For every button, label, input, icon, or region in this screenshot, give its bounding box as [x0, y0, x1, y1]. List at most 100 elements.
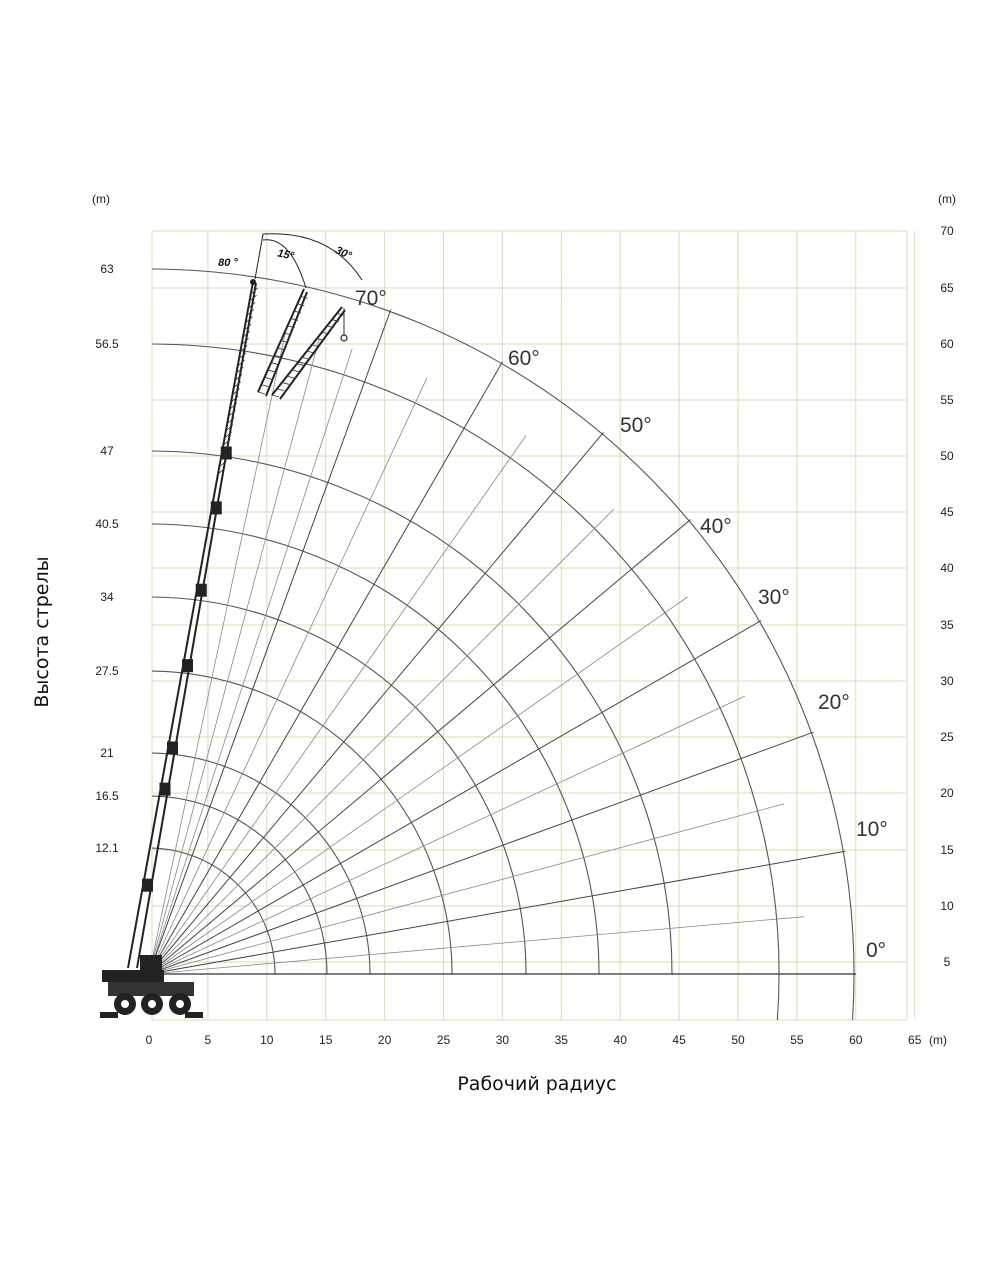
right-axis-label: 35: [940, 618, 954, 632]
jib-30-lattice: [316, 338, 325, 341]
jib-15-lattice: [294, 310, 302, 314]
boom-lattice: [230, 395, 239, 403]
boom-angle-rays: [104, 309, 856, 975]
angle-label-20: 20°: [818, 691, 850, 714]
left-axis-label: 40.5: [95, 517, 119, 531]
jib-15-lattice: [257, 391, 266, 395]
angle-ray-minor: [148, 435, 527, 975]
jib-15-lattice: [277, 347, 285, 351]
right-axis-label: 10: [940, 899, 954, 913]
jib-15-lattice: [274, 354, 282, 358]
boom-lattice: [220, 453, 228, 460]
crane-outrigger: [185, 1012, 203, 1018]
left-axis-label: 63: [100, 262, 114, 276]
jib-15-lattice: [287, 325, 295, 329]
boom-joint: [220, 446, 232, 460]
boom-joint: [159, 782, 171, 796]
boom-arc-56.5: [151, 343, 780, 1021]
angle-ray-minor: [148, 695, 746, 975]
left-axis-label: 12.1: [95, 841, 119, 855]
crane-truck-icon: [100, 955, 203, 1018]
boom-joint: [142, 878, 153, 892]
crane-boom: [127, 279, 259, 969]
jib-15-lattice: [264, 376, 272, 380]
angle-ray-minor: [148, 330, 287, 975]
boom-lattice: [221, 446, 230, 453]
boom-lattice: [217, 467, 226, 475]
jib-15-lattice: [280, 340, 289, 343]
left-axis-label: 16.5: [95, 789, 119, 803]
boom-lattice: [224, 431, 232, 439]
boom-arc-12.1: [151, 847, 276, 975]
boom-joint: [182, 659, 193, 673]
bottom-axis-label: 35: [555, 1033, 569, 1047]
angle-label-10: 10°: [856, 818, 888, 841]
jib-30-lattice: [301, 356, 310, 360]
boom-lattice: [241, 338, 249, 345]
angle-ray-20: [148, 731, 814, 975]
crane-body: [102, 970, 164, 982]
jib-dim-line: [254, 233, 264, 280]
boom-joint: [167, 741, 178, 755]
right-axis-label: 20: [940, 786, 954, 800]
boom-length-arcs: [151, 268, 855, 1021]
boom-arc-63: [151, 268, 855, 1021]
angle-ray-minor: [148, 916, 805, 975]
boom-lattice: [232, 388, 240, 396]
right-axis-label: 70: [940, 224, 954, 238]
boom-tip: [250, 279, 256, 285]
angle-ray-minor: [148, 377, 428, 975]
boom-lattice: [219, 460, 227, 468]
boom-arc-16.5: [151, 795, 328, 975]
right-axis-label: 45: [940, 505, 954, 519]
jib-30-lattice: [306, 350, 315, 354]
boom-arc-34: [151, 596, 527, 975]
angle-label-40: 40°: [700, 515, 732, 538]
y-axis-title: Высота стрелы: [31, 556, 53, 707]
boom-lattice: [236, 366, 244, 374]
crane-wheel-hub: [176, 1000, 184, 1008]
jib-30-lattice: [271, 394, 280, 398]
angle-label-50: 50°: [620, 414, 652, 437]
boom-lattice: [243, 323, 252, 331]
bottom-axis-label: 10: [260, 1033, 274, 1047]
angle-ray-60: [148, 361, 503, 975]
angle-label-30: 30°: [758, 586, 790, 609]
jib-30: [279, 309, 346, 400]
angle-label-70: 70°: [355, 287, 387, 310]
angle-ray-50: [148, 432, 604, 975]
bottom-axis-label: 5: [205, 1033, 212, 1047]
boom-joint: [195, 583, 207, 597]
bottom-axis-unit: (m): [929, 1033, 947, 1047]
bottom-axis-label: 65: [908, 1033, 922, 1047]
jib-dim-arc-30: [262, 233, 363, 281]
right-axis-label: 55: [940, 393, 954, 407]
boom-lattice: [247, 302, 256, 309]
jib-15-lattice: [267, 369, 275, 373]
boom-edge: [127, 281, 254, 969]
right-axis-label: 40: [940, 561, 954, 575]
jib-15-lattice: [271, 362, 279, 365]
jib-15-lattice: [261, 384, 269, 388]
right-axis-label: 65: [940, 281, 954, 295]
hook-icon: [340, 334, 348, 342]
axis-labels: 0° 10° 20° 30° 40° 50° 60° 70° 63 56.5 47 40.5 34 27.…: [95, 224, 954, 1047]
right-axis-label: 5: [944, 955, 951, 969]
boom-lattice: [222, 438, 231, 446]
bottom-axis-label: 45: [672, 1033, 686, 1047]
jib-30-lattice: [276, 388, 285, 392]
jib-dim-arc-15: [262, 239, 307, 289]
jib-30-lattice: [331, 319, 340, 322]
jib-30-lattice: [311, 344, 320, 348]
bottom-axis-label: 40: [614, 1033, 628, 1047]
boom-lattice: [249, 294, 257, 302]
left-axis-label: 56.5: [95, 337, 119, 351]
bottom-axis-label: 60: [849, 1033, 863, 1047]
angle-ray-minor: [148, 338, 320, 975]
right-axis-label: 30: [940, 674, 954, 688]
left-axis-label: 27.5: [95, 664, 119, 678]
angle-ray-10: [148, 850, 846, 975]
bottom-axis-label: 55: [790, 1033, 804, 1047]
jib-15-lattice: [300, 295, 308, 299]
